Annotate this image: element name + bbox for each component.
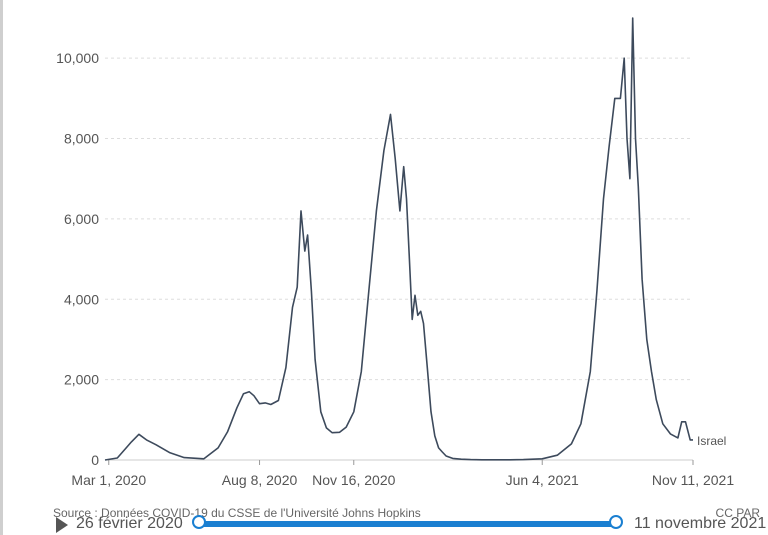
x-tick-label: Mar 1, 2020 [71, 472, 146, 488]
grid-lines [105, 57, 693, 461]
y-tick-label: 10,000 [56, 50, 99, 66]
line-chart: 0 2,000 4,000 6,000 8,000 10,000 Mar 1, 2020 A… [56, 17, 734, 488]
timeline-end-handle[interactable] [609, 515, 623, 529]
source-note: Source : Données COVID-19 du CSSE de l'U… [53, 506, 421, 520]
y-tick-label: 6,000 [64, 211, 99, 227]
timeline-start-date: 26 février 2020 [76, 515, 183, 532]
x-axis-ticks: Mar 1, 2020 Aug 8, 2020 Nov 16, 2020 Jun 4,… [71, 460, 734, 488]
play-icon[interactable] [56, 517, 68, 533]
series-label: Israel [697, 434, 726, 448]
timeline-slider: 26 février 2020 11 novembre 2021 [0, 512, 768, 535]
y-tick-label: 8,000 [64, 131, 99, 147]
timeline-track[interactable] [199, 521, 617, 527]
x-tick-label: Jun 4, 2021 [506, 472, 579, 488]
x-tick-label: Nov 16, 2020 [312, 472, 395, 488]
x-tick-label: Aug 8, 2020 [222, 472, 298, 488]
series-labels: Israel [697, 434, 726, 448]
x-tick-label: Nov 11, 2021 [652, 472, 734, 488]
y-tick-label: 0 [91, 452, 99, 468]
y-axis-ticks: 0 2,000 4,000 6,000 8,000 10,000 [56, 50, 99, 468]
series-lines [104, 17, 693, 461]
timeline-start-handle[interactable] [192, 515, 206, 529]
y-tick-label: 2,000 [64, 372, 99, 388]
timeline-end-date: 11 novembre 2021 [634, 515, 767, 532]
window-edge [0, 0, 3, 535]
license-credit[interactable]: CC PAR [715, 506, 760, 520]
series-line [104, 17, 693, 461]
y-tick-label: 4,000 [64, 291, 99, 307]
